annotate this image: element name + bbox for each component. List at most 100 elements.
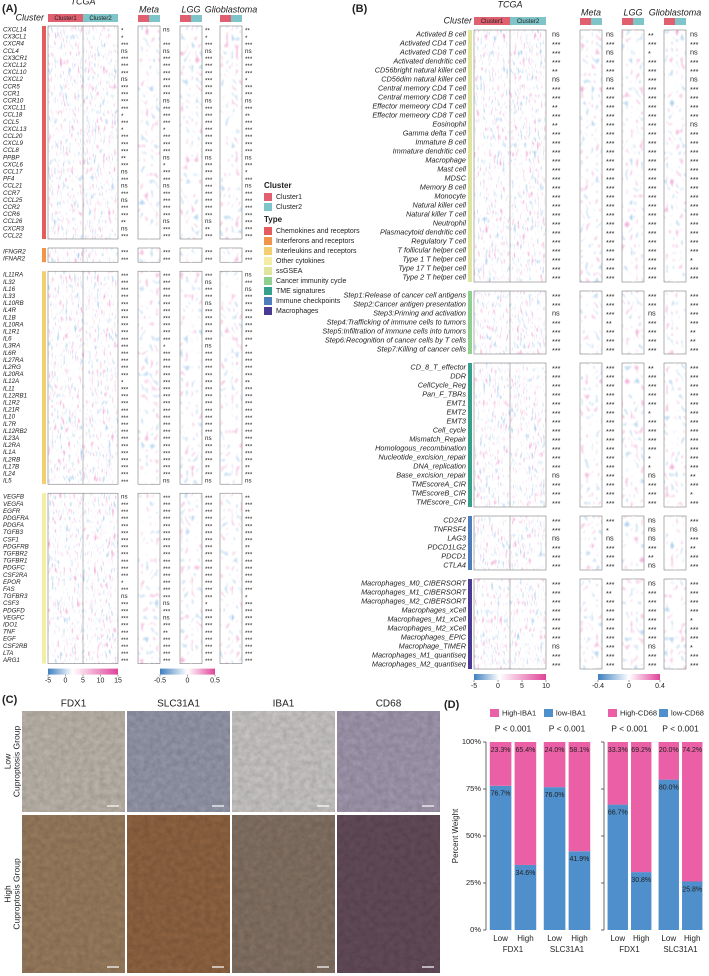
colorbar-label: -0.5: [154, 677, 166, 684]
significance: ***: [245, 163, 253, 170]
row-label: PDGFRB: [3, 543, 29, 550]
row-label: Eosinophil: [432, 120, 466, 129]
row-label: Step6:Recognition of cancer cells by T c…: [325, 336, 466, 345]
value-label: 69.2%: [631, 747, 651, 754]
legend-swatch: [544, 709, 553, 717]
significance: ***: [163, 120, 171, 127]
row-label: Macrophages_M0_CIBERSORT: [361, 579, 466, 588]
row-label: Base_excision_repair: [396, 471, 466, 480]
significance: ***: [245, 415, 253, 422]
significance: **: [648, 31, 654, 40]
row-label: CCL18: [3, 112, 23, 119]
colorbar-label: 10: [97, 677, 105, 684]
row-label: T follicular helper cell: [397, 246, 466, 255]
value-label: 66.7%: [608, 809, 628, 816]
significance: ***: [648, 193, 657, 202]
significance: ***: [121, 337, 129, 344]
significance: ***: [121, 92, 129, 99]
significance: ns: [205, 300, 212, 307]
significance: ***: [205, 457, 213, 464]
row-label: CCR5: [3, 83, 20, 90]
significance: ***: [163, 250, 171, 257]
significance: ***: [121, 191, 129, 198]
significance: ***: [690, 40, 699, 49]
significance: **: [552, 103, 558, 112]
significance: ***: [163, 495, 171, 502]
significance: ***: [690, 265, 699, 274]
significance: ***: [205, 294, 213, 301]
value-label: 24.0%: [545, 747, 565, 754]
value-label: 33.3%: [608, 747, 628, 754]
row-label: IL2RG: [3, 364, 21, 371]
significance: ***: [205, 408, 213, 415]
significance: **: [205, 465, 210, 472]
significance: ns: [163, 218, 170, 225]
row-label: LTA: [3, 650, 13, 657]
significance: ***: [690, 148, 699, 157]
significance: ***: [245, 623, 253, 630]
significance: ***: [121, 308, 129, 315]
significance: ***: [606, 580, 615, 589]
row-label: TMEscoreB_CIR: [411, 489, 466, 498]
significance: ***: [163, 457, 171, 464]
significance: ***: [606, 301, 615, 310]
significance: ***: [245, 127, 253, 134]
significance: ***: [552, 373, 561, 382]
significance: ***: [205, 630, 213, 637]
significance: ns: [245, 286, 252, 293]
significance: *: [245, 170, 248, 177]
significance: ***: [648, 40, 657, 49]
column-label: SLC31A1: [157, 699, 200, 710]
ihc-image: [22, 815, 125, 973]
significance: ***: [648, 229, 657, 238]
significance: ***: [690, 418, 699, 427]
row-label: Gamma delta T cell: [403, 129, 467, 138]
row-label: Natural killer cell: [412, 201, 466, 210]
significance: ns: [606, 534, 614, 543]
significance: ***: [606, 490, 615, 499]
significance: ***: [163, 330, 171, 337]
significance: ***: [552, 184, 561, 193]
row-label: Plasmacytoid dendritic cell: [380, 228, 466, 237]
colorbar: [160, 668, 215, 675]
bar: [607, 804, 628, 930]
row-label: Cell_cycle: [433, 426, 466, 435]
significance: ***: [552, 346, 561, 355]
significance: ***: [205, 658, 213, 665]
significance: ***: [606, 247, 615, 256]
significance: ***: [245, 330, 253, 337]
significance: ***: [690, 580, 699, 589]
significance: ***: [552, 202, 561, 211]
significance: ***: [205, 358, 213, 365]
row-label: Step7:Killing of cancer cells: [377, 345, 467, 354]
column-title: TCGA: [70, 0, 95, 6]
row-label: CCL4: [3, 48, 19, 55]
significance: ***: [205, 644, 213, 651]
type-bar: [468, 579, 472, 669]
significance: ***: [606, 616, 615, 625]
significance: ***: [121, 545, 129, 552]
colorbar: [474, 674, 546, 680]
significance: ***: [121, 273, 129, 280]
significance: ***: [648, 76, 657, 85]
significance: ***: [121, 134, 129, 141]
significance: ***: [690, 202, 699, 211]
significance: ***: [205, 77, 213, 84]
significance: ***: [552, 454, 561, 463]
legend-swatch: [264, 257, 272, 265]
significance: ***: [690, 409, 699, 418]
significance: ns: [648, 309, 656, 318]
significance: ***: [163, 580, 171, 587]
significance: ***: [690, 94, 699, 103]
significance: ns: [121, 225, 128, 232]
cluster-header: [664, 18, 675, 25]
significance: ***: [245, 573, 253, 580]
significance: ***: [163, 386, 171, 393]
significance: ***: [606, 211, 615, 220]
significance: ns: [205, 478, 212, 485]
cluster-header: [149, 15, 160, 22]
row-label: VEGFA: [3, 501, 24, 508]
column-title: Meta: [139, 4, 159, 14]
significance: ***: [690, 598, 699, 607]
row-label: Monocyte: [434, 192, 466, 201]
